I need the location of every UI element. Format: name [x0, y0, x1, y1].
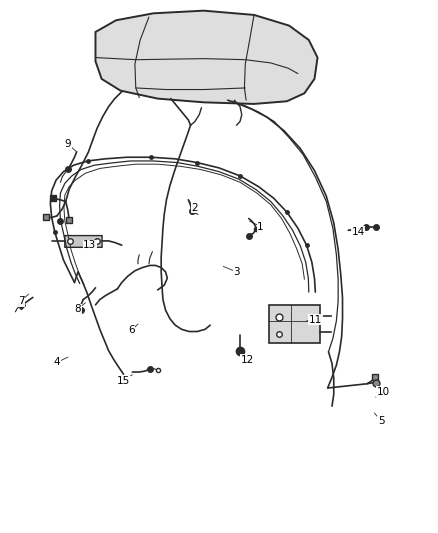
Text: 13: 13: [83, 240, 96, 250]
Text: 5: 5: [378, 416, 385, 426]
Text: 7: 7: [18, 296, 25, 306]
Text: 11: 11: [309, 315, 322, 325]
Text: 1: 1: [257, 222, 264, 231]
Text: 2: 2: [191, 203, 198, 213]
Text: 9: 9: [64, 139, 71, 149]
FancyBboxPatch shape: [65, 236, 102, 247]
Text: 4: 4: [53, 358, 60, 367]
Text: 6: 6: [128, 326, 135, 335]
Text: 12: 12: [241, 355, 254, 365]
FancyBboxPatch shape: [269, 305, 320, 343]
Text: 14: 14: [352, 227, 365, 237]
Text: 8: 8: [74, 304, 81, 314]
Text: 10: 10: [377, 387, 390, 397]
Text: 3: 3: [233, 267, 240, 277]
Text: 15: 15: [117, 376, 130, 386]
Polygon shape: [95, 11, 318, 104]
